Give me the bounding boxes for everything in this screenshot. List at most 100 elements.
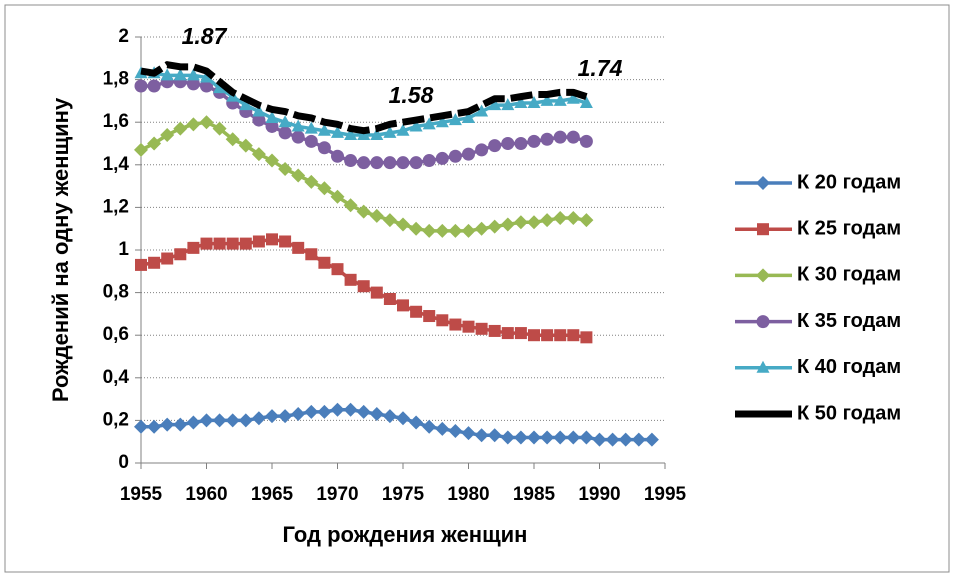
y-axis-title: Рождений на одну женщину [48, 97, 73, 402]
annotation: 1.58 [389, 82, 434, 108]
marker [305, 248, 318, 261]
marker [278, 162, 293, 177]
marker [527, 430, 541, 445]
marker [487, 219, 502, 234]
annotation: 1.87 [182, 23, 228, 49]
marker [356, 204, 371, 219]
marker [187, 241, 200, 254]
marker [278, 115, 292, 128]
legend-label: К 20 годам [797, 171, 901, 193]
y-tick-label: 0,8 [103, 282, 129, 303]
marker [409, 119, 423, 132]
marker [475, 104, 489, 117]
marker [553, 430, 568, 445]
marker [540, 93, 554, 106]
legend-label: К 35 годам [797, 310, 901, 332]
marker [475, 143, 489, 157]
marker [369, 407, 384, 422]
marker [317, 141, 331, 155]
x-tick-label: 1955 [120, 484, 163, 505]
marker [435, 223, 450, 238]
marker [160, 68, 174, 81]
marker [186, 77, 200, 91]
marker [304, 134, 318, 148]
marker [396, 411, 410, 426]
marker [148, 256, 161, 269]
marker [383, 125, 397, 138]
legend-marker [756, 268, 770, 283]
marker [266, 233, 278, 246]
marker [200, 70, 213, 83]
marker [488, 139, 502, 153]
marker [278, 126, 292, 140]
marker [449, 318, 462, 331]
y-tick-label: 2 [118, 26, 129, 47]
marker [474, 221, 489, 236]
marker [422, 419, 437, 434]
marker [566, 430, 581, 445]
legend-label: К 25 годам [797, 217, 901, 239]
marker [396, 217, 410, 232]
marker [317, 404, 332, 419]
marker [553, 211, 568, 226]
marker [514, 96, 528, 109]
marker [370, 156, 384, 170]
marker [579, 213, 594, 228]
marker [541, 329, 554, 342]
marker [173, 121, 188, 136]
x-tick-label: 1995 [644, 484, 687, 505]
marker [409, 415, 424, 430]
marker [357, 280, 370, 293]
marker [501, 137, 515, 150]
marker [304, 174, 319, 189]
marker [383, 156, 397, 170]
x-tick-label: 1970 [316, 484, 358, 505]
marker [318, 256, 331, 269]
marker [644, 432, 659, 447]
marker [448, 149, 462, 163]
marker [357, 156, 371, 170]
marker [410, 305, 423, 318]
marker [527, 96, 541, 109]
marker [435, 115, 449, 128]
marker [448, 424, 463, 439]
marker [160, 127, 175, 142]
marker [160, 417, 175, 432]
marker [474, 428, 489, 443]
chart-frame [4, 4, 950, 573]
marker [527, 215, 541, 230]
marker [279, 235, 292, 248]
marker [409, 221, 424, 236]
marker [500, 217, 515, 232]
marker [592, 432, 607, 447]
marker [566, 130, 580, 144]
marker [343, 198, 358, 213]
marker [251, 147, 266, 162]
legend-marker [756, 176, 770, 190]
marker [370, 127, 384, 140]
marker [475, 322, 488, 335]
marker [252, 235, 265, 248]
marker [566, 91, 580, 104]
marker [369, 208, 384, 223]
marker [291, 168, 306, 183]
series-line [140, 61, 588, 135]
marker [435, 421, 450, 436]
marker [239, 98, 253, 111]
marker [291, 130, 305, 144]
marker [488, 324, 501, 337]
y-tick-label: 1,4 [103, 154, 130, 175]
marker [422, 223, 437, 238]
y-tick-label: 0,2 [103, 409, 129, 430]
marker [212, 121, 227, 136]
marker [147, 79, 161, 93]
marker [540, 213, 555, 228]
marker [174, 248, 187, 261]
marker [225, 132, 240, 147]
y-tick-label: 1,8 [103, 69, 129, 90]
marker [331, 149, 344, 163]
marker [212, 413, 227, 428]
marker [487, 428, 502, 443]
marker [553, 93, 567, 106]
